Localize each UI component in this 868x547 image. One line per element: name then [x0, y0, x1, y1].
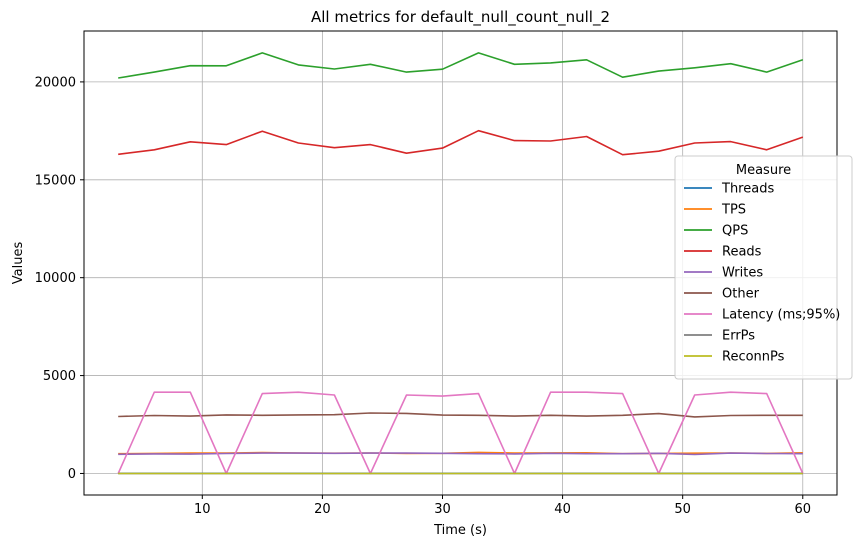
x-tick-label: 60	[794, 502, 811, 517]
legend-label: Other	[722, 287, 760, 302]
chart-title: All metrics for default_null_count_null_…	[311, 8, 610, 27]
x-tick-label: 50	[674, 502, 691, 517]
axis-ticks: 10 20 30 40 50 60 0 5000 10000 15000 20000	[35, 75, 811, 517]
y-tick-label: 0	[68, 467, 76, 482]
series-lines	[117, 52, 804, 475]
legend-label: Writes	[722, 266, 763, 281]
series-line-other	[118, 412, 803, 418]
series-line-reads	[118, 129, 804, 156]
legend-box	[674, 155, 853, 380]
legend-label: TPS	[721, 203, 746, 218]
y-tick-label: 10000	[35, 271, 76, 286]
x-tick-label: 10	[194, 502, 211, 517]
y-tick-label: 20000	[35, 75, 76, 90]
y-tick-label: 5000	[43, 369, 76, 384]
y-tick-label: 15000	[35, 173, 76, 188]
series-line-writes	[118, 452, 803, 456]
x-tick-label: 40	[554, 502, 571, 517]
legend-label: Threads	[721, 182, 774, 197]
legend-label: Latency (ms;95%)	[722, 308, 840, 323]
x-axis-label: Time (s)	[433, 523, 487, 538]
legend-label: QPS	[722, 224, 748, 239]
series-line-qps	[118, 52, 804, 79]
legend: Measure Threads TPS QPS Reads Writes Other Lat…	[674, 155, 853, 380]
legend-label: ErrPs	[722, 329, 755, 344]
series-line-latency-ms-95	[117, 391, 804, 475]
legend-label: ReconnPs	[722, 350, 785, 365]
x-tick-label: 30	[434, 502, 451, 517]
legend-title: Measure	[736, 163, 791, 178]
x-tick-label: 20	[314, 502, 331, 517]
legend-label: Reads	[722, 245, 762, 260]
y-axis-label: Values	[11, 242, 26, 285]
